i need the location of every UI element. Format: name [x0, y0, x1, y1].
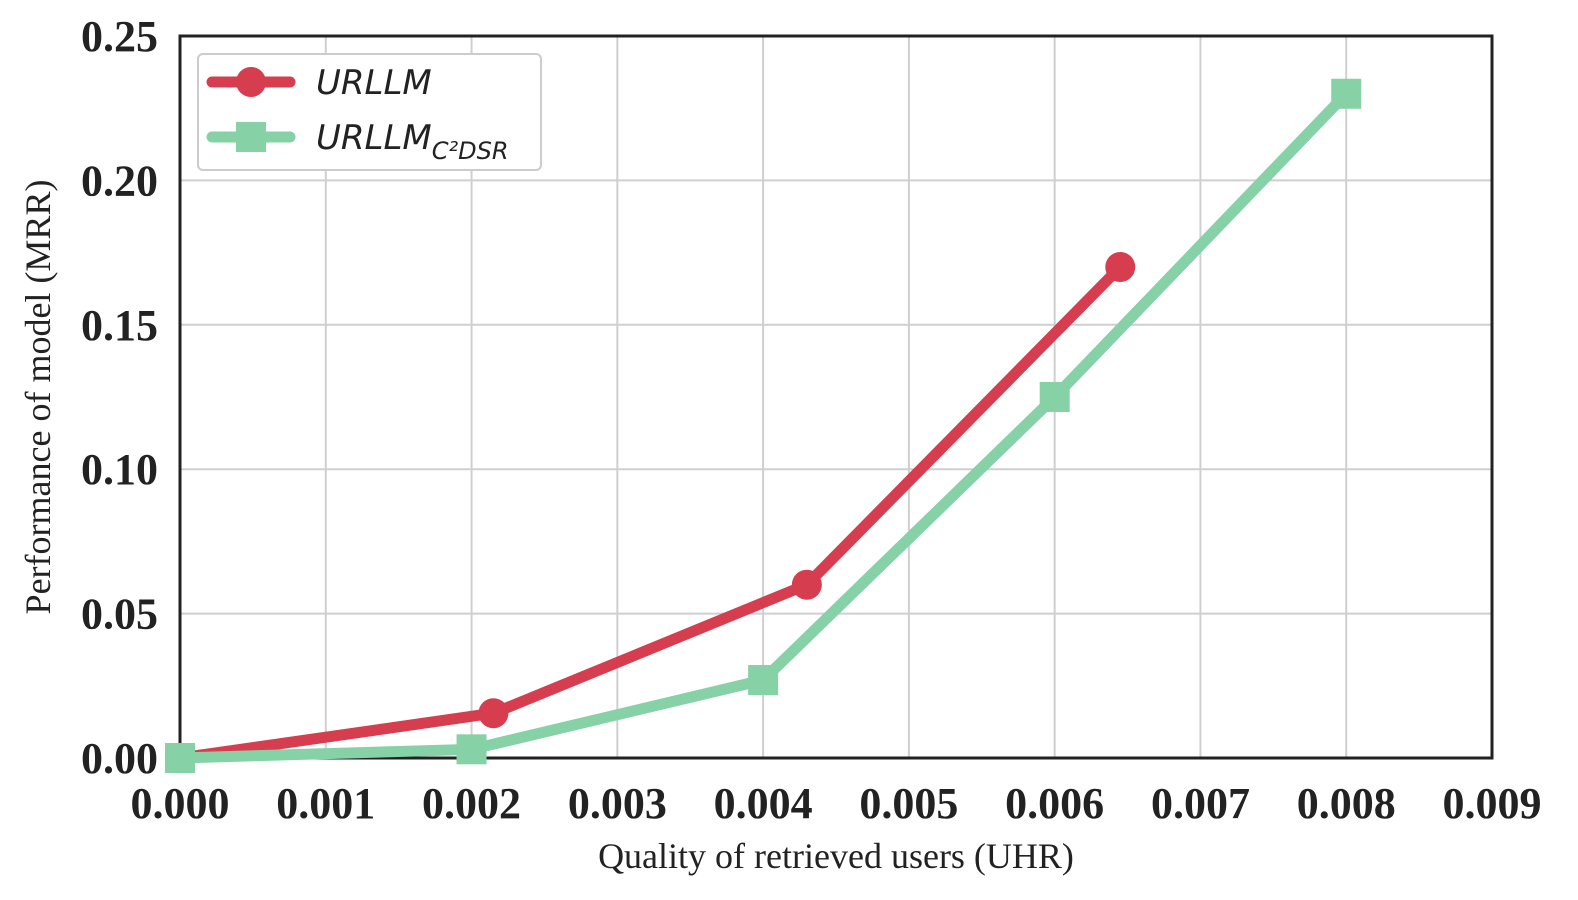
data-point	[478, 698, 508, 728]
legend-swatch-marker	[236, 67, 266, 97]
legend-label-subscript: C²DSR	[432, 137, 509, 165]
x-tick-label: 0.006	[1005, 779, 1104, 828]
data-point	[748, 665, 778, 695]
x-tick-label: 0.000	[131, 779, 230, 828]
legend-swatch-marker	[236, 122, 266, 152]
data-point	[792, 570, 822, 600]
legend-label-base: URLLM	[316, 63, 432, 103]
x-tick-labels: 0.000 0.001 0.002 0.003 0.004 0.005 0.006 0.007…	[131, 779, 1542, 828]
x-tick-label: 0.007	[1151, 779, 1250, 828]
y-tick-label: 0.25	[81, 12, 158, 61]
data-point	[1105, 252, 1135, 282]
y-tick-label: 0.05	[81, 590, 158, 639]
y-tick-label: 0.00	[81, 734, 158, 783]
x-tick-label: 0.009	[1443, 779, 1542, 828]
y-tick-label: 0.20	[81, 156, 158, 205]
legend-label: URLLM	[316, 63, 432, 103]
series-line	[180, 267, 1120, 758]
y-axis-label: Performance of model (MRR)	[18, 180, 58, 615]
x-tick-label: 0.003	[568, 779, 667, 828]
x-tick-label: 0.008	[1297, 779, 1396, 828]
x-tick-label: 0.001	[276, 779, 375, 828]
data-point	[457, 734, 487, 764]
x-tick-label: 0.002	[422, 779, 521, 828]
series-1	[165, 252, 1135, 773]
y-tick-labels: 0.00 0.05 0.10 0.15 0.20 0.25	[81, 12, 158, 783]
legend-label-base: URLLM	[316, 118, 432, 158]
x-tick-label: 0.005	[859, 779, 958, 828]
x-axis-label: Quality of retrieved users (UHR)	[598, 836, 1074, 876]
y-tick-label: 0.15	[81, 301, 158, 350]
data-point	[165, 743, 195, 773]
y-tick-label: 0.10	[81, 445, 158, 494]
data-point	[1040, 382, 1070, 412]
data-point	[1331, 79, 1361, 109]
x-tick-label: 0.004	[714, 779, 813, 828]
